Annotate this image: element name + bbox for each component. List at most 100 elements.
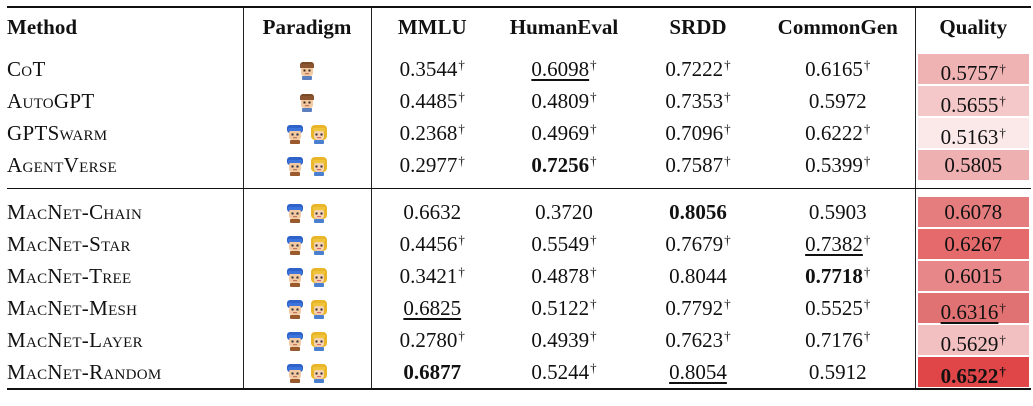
mmlu-cell: 0.2977†: [370, 149, 493, 181]
table-row: AgentVerse 0.2977† 0.7256† 0.7587† 0.539…: [7, 149, 1031, 181]
table-row: MacNet-Star 0.4456† 0.5549† 0.7679† 0.73…: [7, 228, 1031, 260]
method-name: MacNet-Tree: [7, 263, 132, 288]
srdd-cell: 0.7623†: [665, 328, 731, 352]
results-table: Method Paradigm MMLU HumanEval SRDD Comm…: [7, 6, 1031, 390]
header-quality: Quality: [914, 6, 1031, 46]
quality-cell: 0.5757†: [914, 53, 1031, 85]
table-row: MacNet-Random 0.6877 0.5244† 0.8054 0.59…: [7, 356, 1031, 390]
srdd-cell: 0.8044: [669, 263, 727, 288]
table-row: MacNet-Mesh 0.6825 0.5122† 0.7792† 0.552…: [7, 292, 1031, 324]
paradigm-cell: [242, 292, 371, 324]
paradigm-cell: [242, 324, 371, 356]
method-name: MacNet-Chain: [7, 199, 143, 224]
paradigm-cell: [242, 356, 371, 390]
humaneval-cell: 0.5122†: [531, 296, 597, 320]
srdd-cell: 0.8056: [669, 199, 727, 224]
mmlu-cell: 0.2780†: [370, 324, 493, 356]
paradigm-cell: [242, 149, 371, 181]
srdd-cell: 0.8054: [635, 356, 761, 390]
humaneval-cell: 0.5244†: [493, 356, 635, 390]
quality-cell: 0.6015: [914, 260, 1031, 292]
humaneval-cell: 0.5549†: [531, 232, 597, 256]
humaneval-cell: 0.4969†: [531, 121, 597, 145]
table-row: CoT 0.3544† 0.6098† 0.7222† 0.6165† 0.57…: [7, 53, 1031, 85]
header-method: Method: [7, 6, 243, 46]
quality-cell: 0.6522†: [914, 356, 1031, 390]
humaneval-cell: 0.4809†: [531, 89, 597, 113]
humaneval-cell: 0.6098†: [531, 57, 597, 81]
paradigm-cell: [242, 85, 371, 117]
table-row: MacNet-Chain 0.6632 0.3720 0.8056 0.5903…: [7, 196, 1031, 228]
mmlu-cell: 0.6632: [370, 196, 493, 228]
commongen-cell: 0.5912: [761, 356, 915, 390]
method-name: CoT: [7, 56, 46, 81]
multi-agent-icon: [284, 362, 306, 384]
humaneval-cell: 0.4939†: [531, 328, 597, 352]
header-row: Method Paradigm MMLU HumanEval SRDD Comm…: [7, 6, 1031, 46]
method-name: AutoGPT: [7, 88, 95, 113]
multi-agent-icon: [308, 266, 330, 288]
table-row: MacNet-Tree 0.3421† 0.4878† 0.8044 0.771…: [7, 260, 1031, 292]
commongen-cell: 0.6222†: [805, 121, 871, 145]
mmlu-cell: 0.3421†: [370, 260, 493, 292]
srdd-cell: 0.7792†: [665, 296, 731, 320]
srdd-cell: 0.7222†: [665, 57, 731, 81]
method-name: MacNet-Star: [7, 231, 131, 256]
multi-agent-icon: [284, 234, 306, 256]
commongen-cell: 0.7718†: [805, 264, 871, 288]
quality-cell: 0.5655†: [914, 85, 1031, 117]
commongen-cell: 0.7176†: [805, 328, 871, 352]
table-row: GPTSwarm 0.2368† 0.4969† 0.7096† 0.6222†…: [7, 117, 1031, 149]
commongen-cell: 0.5903: [808, 199, 867, 224]
quality-cell: 0.6316†: [914, 292, 1031, 324]
table-row: MacNet-Layer 0.2780† 0.4939† 0.7623† 0.7…: [7, 324, 1031, 356]
humaneval-cell: 0.3720: [535, 199, 593, 224]
mmlu-cell: 0.4456†: [370, 228, 493, 260]
humaneval-cell: 0.4878†: [531, 264, 597, 288]
quality-cell: 0.6267: [914, 228, 1031, 260]
multi-agent-icon: [308, 202, 330, 224]
paradigm-cell: [242, 228, 371, 260]
multi-agent-icon: [284, 155, 306, 177]
multi-agent-icon: [308, 330, 330, 352]
method-name: MacNet-Mesh: [7, 295, 138, 320]
quality-cell: 0.5629†: [914, 324, 1031, 356]
header-humaneval: HumanEval: [493, 6, 635, 46]
commongen-cell: 0.5399†: [805, 153, 871, 177]
multi-agent-icon: [308, 123, 330, 145]
commongen-cell: 0.6165†: [805, 57, 871, 81]
mmlu-cell: 0.4485†: [370, 85, 493, 117]
paradigm-cell: [242, 260, 371, 292]
multi-agent-icon: [284, 330, 306, 352]
quality-cell: 0.6078: [914, 196, 1031, 228]
srdd-cell: 0.7587†: [665, 153, 731, 177]
multi-agent-icon: [284, 123, 306, 145]
method-name: MacNet-Random: [7, 356, 243, 390]
commongen-cell: 0.7382†: [805, 232, 871, 256]
multi-agent-icon: [284, 202, 306, 224]
mmlu-cell: 0.6825: [370, 292, 493, 324]
multi-agent-icon: [308, 362, 330, 384]
table-row: AutoGPT 0.4485† 0.4809† 0.7353† 0.5972 0…: [7, 85, 1031, 117]
paradigm-cell: [242, 53, 371, 85]
header-srdd: SRDD: [635, 6, 761, 46]
method-name: GPTSwarm: [7, 120, 108, 145]
paradigm-cell: [242, 117, 371, 149]
srdd-cell: 0.7096†: [665, 121, 731, 145]
multi-agent-icon: [284, 298, 306, 320]
multi-agent-icon: [308, 155, 330, 177]
multi-agent-icon: [308, 234, 330, 256]
method-name: AgentVerse: [7, 152, 117, 177]
quality-cell: 0.5163†: [914, 117, 1031, 149]
paradigm-cell: [242, 196, 371, 228]
humaneval-cell: 0.7256†: [531, 153, 597, 177]
mmlu-cell: 0.3544†: [370, 53, 493, 85]
commongen-cell: 0.5525†: [805, 296, 871, 320]
header-commongen: CommonGen: [761, 6, 915, 46]
srdd-cell: 0.7353†: [665, 89, 731, 113]
srdd-cell: 0.7679†: [665, 232, 731, 256]
multi-agent-icon: [284, 266, 306, 288]
mmlu-cell: 0.2368†: [370, 117, 493, 149]
method-name: MacNet-Layer: [7, 327, 143, 352]
commongen-cell: 0.5972: [808, 88, 867, 113]
